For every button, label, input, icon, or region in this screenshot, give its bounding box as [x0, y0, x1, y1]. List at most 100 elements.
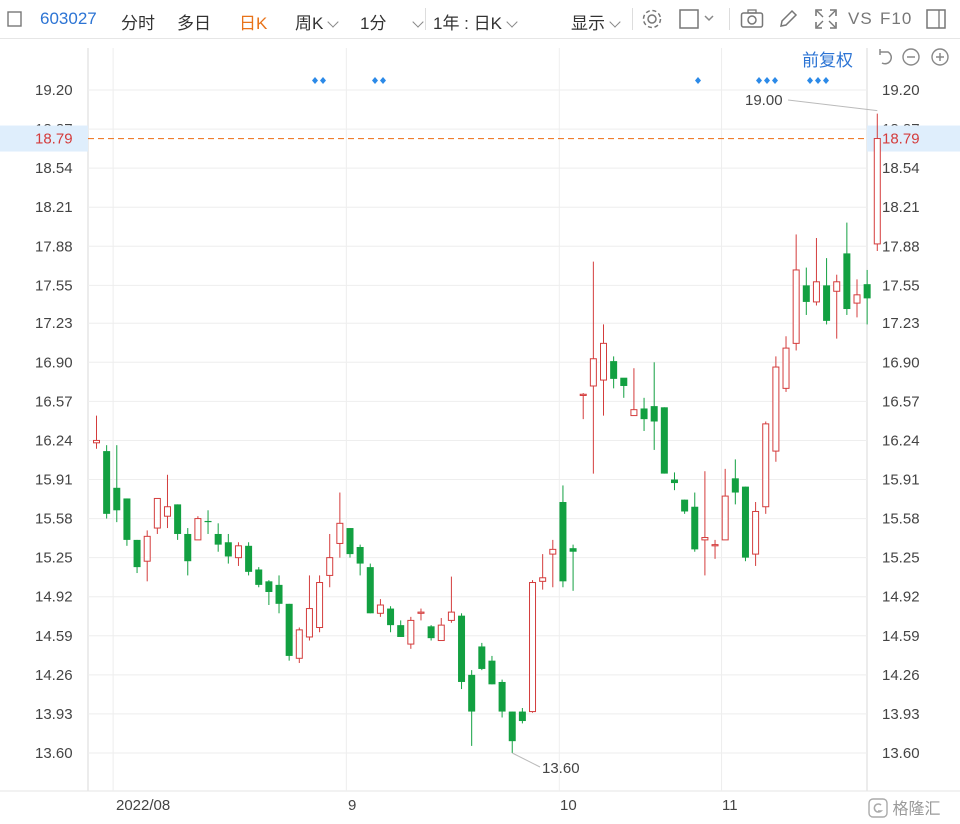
candle-body-down [508, 711, 516, 742]
candle-body-down [204, 520, 212, 523]
current-price-label-left: 18.79 [35, 131, 73, 148]
tab-fenshi[interactable]: 分时 [121, 14, 155, 33]
y-tick-label-left: 16.90 [35, 354, 73, 371]
candle-body-down [559, 502, 567, 582]
candle-body-up [437, 624, 445, 642]
candle-body-down [346, 528, 354, 555]
candle-body-down [113, 487, 121, 511]
panel-icon[interactable] [6, 8, 28, 30]
candle-body-down [245, 545, 253, 572]
settings-icon[interactable] [641, 8, 663, 30]
y-tick-label-left: 15.25 [35, 550, 73, 567]
candle-body-up [93, 439, 100, 444]
candle-body-up [529, 582, 537, 713]
candle-body-down [255, 569, 263, 585]
candle-body-up [194, 518, 202, 541]
candle-body-up [772, 366, 780, 452]
y-tick-label-left: 13.60 [35, 745, 73, 762]
stock-code[interactable]: 603027 [40, 9, 97, 28]
candle-body-down [275, 584, 283, 604]
candle-body-up [812, 281, 820, 303]
candle-body-up [143, 535, 151, 562]
candle-body-down [285, 603, 293, 656]
y-tick-label-left: 18.21 [35, 199, 73, 216]
y-tick-label-left: 13.93 [35, 706, 73, 723]
vs-button[interactable]: VS [848, 9, 873, 28]
y-tick-label-left: 16.24 [35, 432, 73, 449]
candle-body-down [802, 285, 810, 302]
f10-button[interactable]: F10 [880, 9, 913, 28]
candle-body-up [589, 358, 597, 387]
y-tick-label-left: 18.54 [35, 160, 73, 177]
adjust-mode-button[interactable]: 前复权 [802, 51, 853, 70]
draw-pen-icon[interactable] [777, 8, 799, 30]
candle-body-down [123, 498, 131, 540]
candle-body-down [366, 567, 374, 614]
candle-body-down [650, 406, 658, 422]
y-tick-label-right: 17.23 [882, 315, 920, 332]
event-marker-diamond [695, 77, 701, 84]
y-tick-label-right: 15.91 [882, 472, 920, 489]
event-marker-diamond [807, 77, 813, 84]
candle-body-down [133, 539, 141, 568]
candle-body-up [711, 544, 719, 547]
y-tick-label-left: 14.59 [35, 628, 73, 645]
event-marker-diamond [823, 77, 829, 84]
fullscreen-icon[interactable] [814, 8, 837, 30]
candle-body-up [782, 347, 790, 389]
candle-body-down [224, 542, 232, 557]
window-icon[interactable] [678, 8, 714, 30]
candle-body-up [701, 537, 709, 541]
reset-icon[interactable] [874, 46, 896, 73]
zoom-in-icon[interactable] [929, 46, 951, 73]
tab-week-k[interactable]: 周K [295, 9, 340, 34]
display-menu[interactable]: 显示 [571, 9, 621, 34]
price-highlight-left [0, 125, 88, 152]
candle-body-up [539, 577, 547, 582]
candle-body-down [427, 626, 435, 639]
tab-week-k-label: 周K [295, 14, 324, 33]
y-tick-label-left: 16.57 [35, 393, 73, 410]
range-select[interactable]: 1年 : 日K [433, 9, 518, 34]
candle-body-down [681, 499, 689, 512]
tab-multi-day[interactable]: 多日 [177, 14, 211, 33]
candle-body-up [407, 619, 415, 645]
watermark-text: 格隆汇 [892, 801, 941, 818]
y-tick-label-right: 17.55 [882, 277, 920, 294]
camera-icon[interactable] [740, 8, 764, 30]
event-marker-diamond [756, 77, 762, 84]
candle-body-up [447, 611, 455, 621]
y-tick-label-left: 14.92 [35, 589, 73, 606]
candle-body-down [498, 681, 506, 712]
candle-body-down [184, 533, 192, 562]
candle-body-down [660, 407, 668, 474]
candle-body-down [397, 625, 405, 637]
y-tick-label-right: 16.90 [882, 354, 920, 371]
x-tick-label: 10 [560, 797, 577, 814]
y-tick-label-right: 18.54 [882, 160, 920, 177]
event-marker-diamond [380, 77, 386, 84]
tab-day-k[interactable]: 日K [239, 14, 268, 33]
candle-body-down [731, 478, 739, 493]
x-tick-label: 9 [348, 797, 356, 814]
candle-body-down [610, 361, 618, 379]
candle-body-down [478, 646, 486, 669]
y-tick-label-right: 15.25 [882, 550, 920, 567]
event-marker-diamond [764, 77, 770, 84]
candle-body-down [741, 486, 749, 558]
candle-body-up [316, 582, 324, 629]
tab-1min[interactable]: 1分 [360, 9, 425, 34]
side-panel-icon[interactable] [925, 8, 947, 30]
candle-body-up [153, 497, 161, 529]
zoom-out-icon[interactable] [900, 46, 922, 73]
candle-body-up [579, 393, 587, 396]
event-marker-diamond [815, 77, 821, 84]
candle-body-down [103, 451, 111, 514]
candle-body-down [569, 548, 577, 552]
y-tick-label-right: 16.24 [882, 432, 920, 449]
candle-body-up [326, 557, 334, 576]
high-callout-line [787, 99, 878, 112]
candle-body-up [417, 611, 425, 614]
event-marker-diamond [772, 77, 778, 84]
